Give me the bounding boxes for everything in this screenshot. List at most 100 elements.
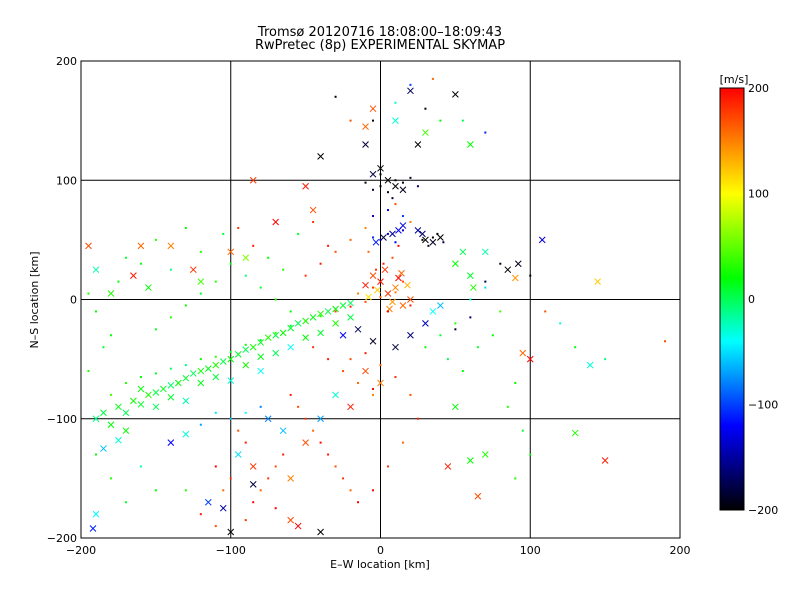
data-point-dot <box>491 334 494 337</box>
data-point-dot <box>139 262 142 265</box>
data-point-dot <box>364 300 367 303</box>
data-point-x <box>249 343 257 351</box>
data-point-dot <box>199 423 202 426</box>
data-point-x <box>369 272 377 280</box>
data-point-dot <box>87 292 90 295</box>
data-point-dot <box>379 173 382 176</box>
data-point-dot <box>327 244 330 247</box>
data-point-dot <box>544 310 547 313</box>
data-point-dot <box>421 238 424 241</box>
data-point-dot <box>461 119 464 122</box>
data-point-x <box>302 182 309 190</box>
data-point-dot <box>529 453 532 456</box>
data-point-dot <box>214 411 217 414</box>
data-point-dot <box>154 489 157 492</box>
data-point-dot <box>244 343 247 346</box>
data-point-x <box>377 379 384 387</box>
data-point-x <box>234 351 242 358</box>
data-point-x <box>422 319 429 327</box>
data-point-x <box>362 367 369 375</box>
data-point-dot <box>184 489 187 492</box>
data-point-dot <box>267 477 270 480</box>
data-point-x <box>249 480 257 488</box>
data-point-x <box>399 186 407 194</box>
data-point-dot <box>334 465 337 468</box>
data-point-x <box>362 281 369 289</box>
data-point-x <box>130 397 137 405</box>
x-tick-label: 100 <box>520 544 541 557</box>
data-point-dot <box>454 322 457 325</box>
data-point-dot <box>252 244 255 247</box>
data-point-x <box>137 401 145 408</box>
data-point-dot <box>379 364 382 367</box>
data-point-dot <box>289 393 292 396</box>
data-point-dot <box>244 411 247 414</box>
data-point-x <box>514 260 522 268</box>
data-point-dot <box>372 236 375 239</box>
data-point-dot <box>529 274 532 277</box>
data-point-dot <box>521 429 524 432</box>
x-axis-ticks: −200 −100 0 100 200 <box>66 544 691 557</box>
data-point-x <box>369 105 377 113</box>
data-point-x <box>317 415 324 423</box>
data-point-x <box>302 334 309 342</box>
data-point-x <box>287 324 295 332</box>
data-point-x <box>466 141 474 148</box>
data-point-x <box>459 248 467 256</box>
data-point-dot <box>282 268 285 271</box>
data-point-dot <box>267 256 270 259</box>
data-point-dot <box>304 417 307 420</box>
data-point-dot <box>416 185 419 188</box>
data-point-dot <box>386 232 389 235</box>
data-point-dot <box>139 465 142 468</box>
data-point-x <box>377 164 384 172</box>
data-point-x <box>279 329 287 337</box>
y-tick-label: −100 <box>47 413 77 426</box>
data-point-x <box>272 331 280 339</box>
data-point-dot <box>364 226 367 229</box>
data-point-dot <box>199 513 202 516</box>
data-point-dot <box>514 477 517 480</box>
data-point-x <box>511 274 519 282</box>
data-point-x <box>115 436 122 444</box>
data-point-dot <box>476 346 479 349</box>
data-point-x <box>294 522 302 530</box>
data-point-dot <box>394 203 397 206</box>
data-point-dot <box>199 250 202 253</box>
data-point-dot <box>109 477 112 480</box>
data-point-dot <box>289 324 292 327</box>
data-point-dot <box>409 393 412 396</box>
data-point-x <box>481 248 489 256</box>
data-point-x <box>317 528 324 536</box>
data-point-dot <box>391 256 394 259</box>
data-point-x <box>145 391 152 399</box>
data-point-dot <box>424 107 427 110</box>
data-point-dot <box>379 238 382 241</box>
data-point-dot <box>357 501 360 504</box>
data-point-dot <box>386 209 389 212</box>
data-point-dot <box>237 429 240 432</box>
data-point-dot <box>416 417 419 420</box>
data-point-dot <box>446 358 449 361</box>
data-point-dot <box>409 176 412 179</box>
data-point-dot <box>364 181 367 184</box>
data-point-dot <box>199 358 202 361</box>
data-point-dot <box>372 286 375 289</box>
data-point-dot <box>259 405 262 408</box>
data-point-dot <box>199 292 202 295</box>
data-point-x <box>249 176 257 184</box>
data-point-dot <box>154 328 157 331</box>
data-point-x <box>392 117 399 124</box>
data-point-dot <box>109 334 112 337</box>
data-point-dot <box>349 489 352 492</box>
data-point-dot <box>431 77 434 80</box>
data-point-dot <box>349 305 352 308</box>
data-point-dot <box>319 315 322 318</box>
data-point-dot <box>304 274 307 277</box>
data-point-x <box>287 343 295 351</box>
data-point-dot <box>372 215 375 218</box>
data-point-x <box>167 382 175 389</box>
data-point-dot <box>124 381 127 384</box>
data-point-x <box>429 308 437 315</box>
data-point-x <box>466 272 474 280</box>
